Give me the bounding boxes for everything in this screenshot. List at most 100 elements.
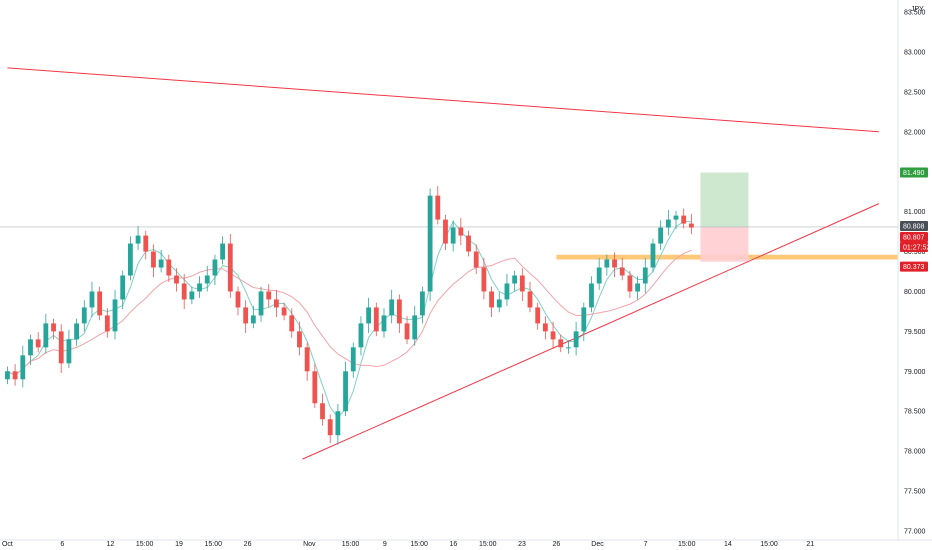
candle-body	[250, 315, 256, 324]
candle-body	[581, 307, 587, 332]
time-tick-label: 15:00	[760, 541, 778, 548]
lines-layer	[0, 67, 898, 460]
candle-body	[596, 267, 602, 284]
candle-body	[642, 267, 648, 284]
candle-body	[28, 339, 33, 356]
time-tick-label: 6	[60, 541, 64, 548]
time-tick-label: 15:00	[342, 541, 360, 548]
candle-body	[627, 275, 633, 292]
price-tick-label: 80.000	[904, 289, 926, 296]
slow-moving-average-line	[7, 249, 692, 376]
candle-body	[381, 315, 387, 332]
candle-body	[197, 283, 202, 292]
candle-body	[97, 291, 103, 316]
time-tick-label: 15:00	[136, 541, 154, 548]
candle-body	[174, 275, 179, 284]
candle-body	[274, 299, 279, 308]
candle-body	[312, 371, 318, 404]
candle-body	[612, 259, 617, 268]
candle-body	[573, 331, 579, 348]
price-tick-label: 79.500	[904, 329, 926, 336]
time-axis[interactable]: Oct 6 12 15:00 19 15:00 26 Nov 15:00 9 15:00 16 15:0…	[2, 541, 814, 548]
candle-body	[58, 331, 64, 364]
time-tick-label: Nov	[303, 541, 316, 548]
candle-body	[489, 291, 494, 308]
candle-body	[66, 339, 72, 364]
symbol-label: JPY	[911, 6, 924, 13]
candle-body	[389, 299, 395, 316]
trendline-lower	[302, 203, 880, 460]
time-tick-label: 7	[644, 541, 648, 548]
candle-body	[496, 299, 502, 308]
trendline-upper	[7, 67, 879, 133]
candle-body	[158, 259, 164, 268]
countdown-label: 01:27:52	[903, 245, 930, 252]
candle-body	[650, 243, 656, 268]
candle-body	[281, 307, 287, 316]
candle-body	[5, 371, 10, 380]
candle-body	[289, 315, 295, 332]
candle-body	[542, 323, 548, 332]
candle-body	[335, 411, 341, 436]
candle-body	[112, 299, 118, 332]
candle-body	[458, 227, 464, 236]
candle-body	[297, 331, 302, 348]
time-tick-label: 23	[518, 541, 526, 548]
candle-body	[366, 307, 372, 324]
candle-body	[558, 339, 564, 348]
candle-body	[473, 251, 479, 268]
candle-body	[519, 275, 525, 292]
time-tick-label: Oct	[2, 541, 13, 548]
candle-body	[43, 323, 49, 348]
price-tick-label: 81.000	[904, 209, 926, 216]
price-tick-label: 78.500	[904, 409, 926, 416]
candle-body	[104, 315, 110, 332]
price-tick-label: 77.500	[904, 489, 926, 496]
target-price-label: 81.490	[903, 170, 925, 177]
candle-body	[20, 355, 26, 380]
stop-price-label: 80.373	[903, 264, 925, 271]
candle-body	[166, 259, 172, 276]
time-tick-label: 15:00	[205, 541, 223, 548]
candle-body	[466, 235, 471, 252]
candle-body	[81, 307, 87, 324]
candle-body	[35, 339, 41, 348]
price-tick-label: 77.000	[904, 529, 926, 536]
candle-body	[74, 323, 79, 340]
candle-body	[212, 259, 218, 276]
time-tick-label: 16	[450, 541, 458, 548]
candle-body	[658, 227, 664, 244]
candle-body	[443, 219, 448, 244]
candle-body	[243, 307, 249, 324]
candle-body	[535, 307, 541, 324]
price-badges: 81.490 80.808 80.807 01:27:52 80.373	[900, 167, 930, 272]
candle-body	[481, 267, 487, 292]
target-price-badge	[900, 167, 928, 178]
time-tick-label: 9	[383, 541, 387, 548]
time-tick-label: 26	[244, 541, 252, 548]
candle-body	[504, 283, 510, 300]
time-tick-label: 19	[175, 541, 183, 548]
candle-body	[51, 323, 56, 332]
candle-body	[266, 291, 272, 300]
price-tick-label: 83.500	[904, 10, 926, 17]
candle-body	[566, 347, 571, 349]
candle-body	[619, 267, 625, 276]
candle-body	[512, 275, 518, 284]
candle-body	[89, 291, 95, 308]
candle-body	[396, 299, 402, 324]
candle-body	[327, 419, 333, 436]
time-tick-label: Dec	[591, 541, 604, 548]
candle-body	[343, 371, 348, 412]
candle-body	[320, 403, 325, 420]
current-price-badge	[900, 232, 928, 243]
price-tick-label: 80.500	[904, 249, 926, 256]
candle-body	[350, 347, 356, 372]
candle-body	[681, 215, 687, 224]
candle-body	[373, 307, 379, 332]
candle-body	[143, 235, 149, 252]
candle-body	[120, 275, 126, 300]
candle-body	[127, 243, 133, 276]
